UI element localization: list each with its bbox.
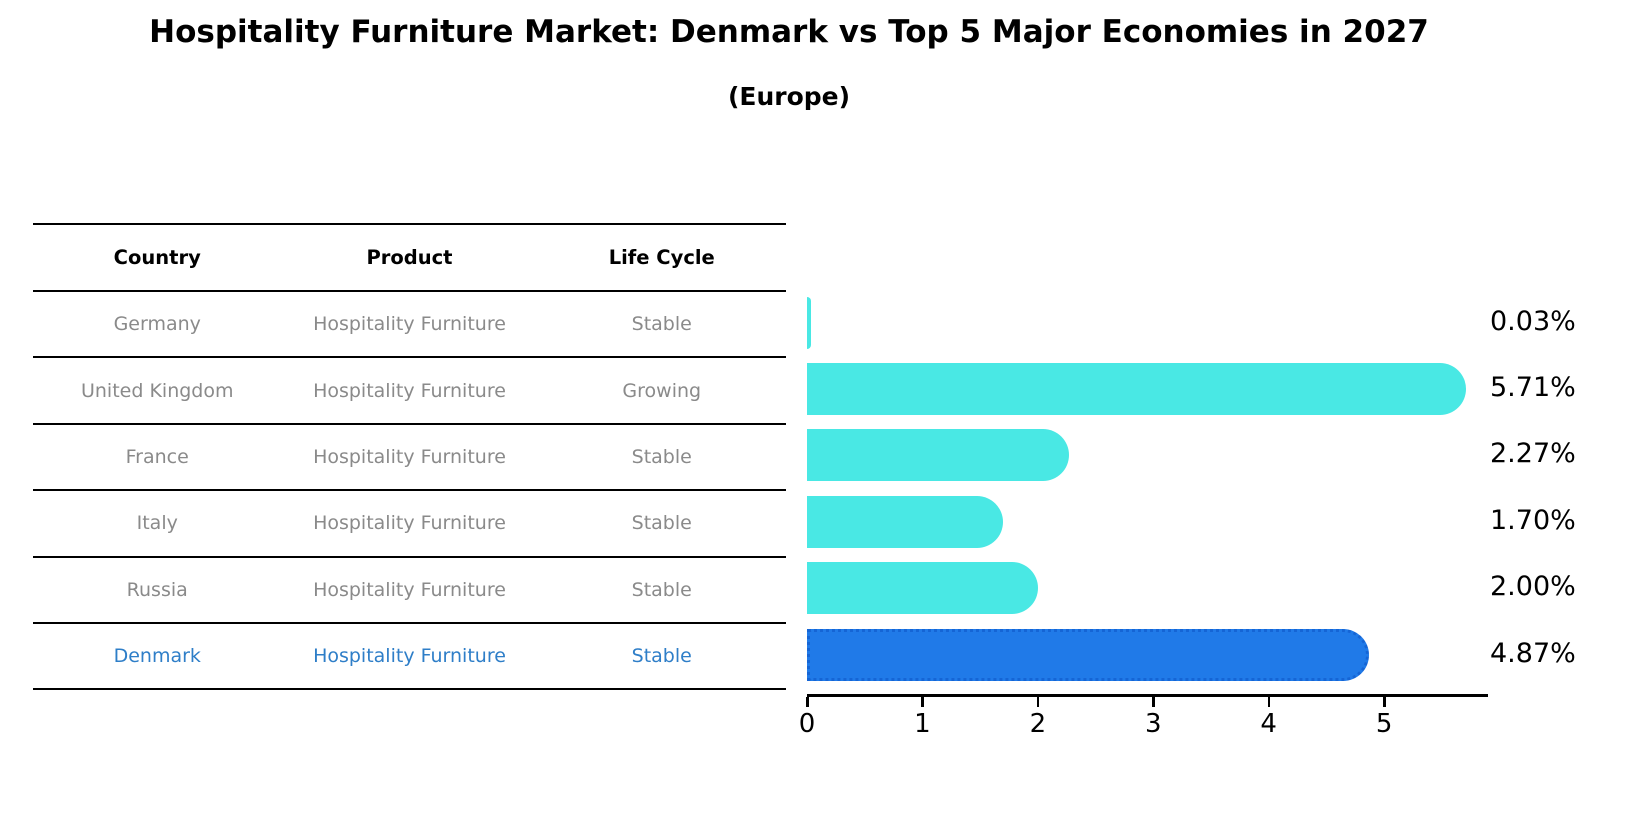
bar-united-kingdom bbox=[807, 362, 1467, 415]
x-tick-label: 1 bbox=[914, 709, 931, 739]
table-cell-country: France bbox=[125, 445, 189, 468]
x-tick bbox=[1383, 697, 1386, 707]
x-tick-label: 3 bbox=[1144, 709, 1162, 739]
table-header-life-cycle: Life Cycle bbox=[608, 246, 715, 269]
table-row: Germany Hospitality Furniture Stable bbox=[33, 292, 786, 359]
table-header-row: Country Product Life Cycle bbox=[33, 225, 786, 292]
table-row: United Kingdom Hospitality Furniture Gro… bbox=[33, 358, 786, 425]
table-body: Germany Hospitality Furniture Stable Uni… bbox=[33, 292, 786, 691]
table-cell-life-cycle: Growing bbox=[622, 379, 702, 402]
bar-france bbox=[807, 429, 1069, 482]
table-header-product: Product bbox=[366, 246, 453, 269]
x-tick bbox=[1267, 697, 1271, 707]
table-row: Italy Hospitality Furniture Stable bbox=[33, 491, 786, 558]
x-tick-label: 5 bbox=[1375, 709, 1393, 739]
bar-russia bbox=[807, 562, 1038, 615]
country-table: Country Product Life Cycle Germany Hospi… bbox=[33, 223, 786, 691]
x-tick bbox=[921, 697, 924, 707]
table-cell-country: Germany bbox=[113, 313, 201, 336]
chart-subtitle: (Europe) bbox=[727, 82, 851, 111]
table-cell-life-cycle: Stable bbox=[631, 512, 692, 535]
table-cell-product: Hospitality Furniture bbox=[313, 578, 506, 601]
x-tick bbox=[1036, 697, 1040, 707]
table-cell-country: Italy bbox=[136, 512, 178, 535]
table-cell-life-cycle: Stable bbox=[631, 645, 692, 668]
bar-denmark bbox=[807, 628, 1370, 681]
x-axis-line bbox=[807, 694, 1488, 697]
table-cell-country: Russia bbox=[126, 578, 188, 601]
value-label-denmark: 4.87% bbox=[1490, 637, 1576, 669]
table-row: Denmark Hospitality Furniture Stable bbox=[33, 624, 786, 691]
x-tick bbox=[1152, 697, 1155, 707]
table-cell-country: United Kingdom bbox=[80, 379, 234, 402]
table-cell-product: Hospitality Furniture bbox=[313, 379, 506, 402]
subtitle-wrap: (Europe) bbox=[0, 82, 1578, 111]
table-row: France Hospitality Furniture Stable bbox=[33, 425, 786, 492]
table-cell-life-cycle: Stable bbox=[631, 445, 692, 468]
table-cell-product: Hospitality Furniture bbox=[313, 512, 506, 535]
bar-germany bbox=[807, 296, 811, 349]
table-cell-life-cycle: Stable bbox=[631, 313, 692, 336]
table-cell-life-cycle: Stable bbox=[631, 578, 692, 601]
value-label-united-kingdom: 5.71% bbox=[1490, 371, 1576, 403]
value-label-russia: 2.00% bbox=[1490, 571, 1576, 603]
value-label-italy: 1.70% bbox=[1490, 504, 1576, 536]
chart-title: Hospitality Furniture Market: Denmark vs… bbox=[149, 14, 1429, 50]
table-cell-product: Hospitality Furniture bbox=[313, 645, 506, 668]
table-cell-country: Denmark bbox=[113, 645, 201, 668]
x-tick-label: 4 bbox=[1260, 709, 1277, 739]
value-label-germany: 0.03% bbox=[1490, 305, 1576, 337]
table-row: Russia Hospitality Furniture Stable bbox=[33, 558, 786, 624]
x-tick-label: 0 bbox=[798, 709, 816, 739]
bar-italy bbox=[807, 495, 1004, 548]
table-header-country: Country bbox=[113, 246, 201, 269]
title-wrap: Hospitality Furniture Market: Denmark vs… bbox=[0, 14, 1578, 50]
x-tick bbox=[806, 697, 809, 707]
value-label-france: 2.27% bbox=[1490, 438, 1576, 470]
table-cell-product: Hospitality Furniture bbox=[313, 445, 506, 468]
x-tick-label: 2 bbox=[1029, 709, 1047, 739]
table-cell-product: Hospitality Furniture bbox=[313, 313, 506, 336]
